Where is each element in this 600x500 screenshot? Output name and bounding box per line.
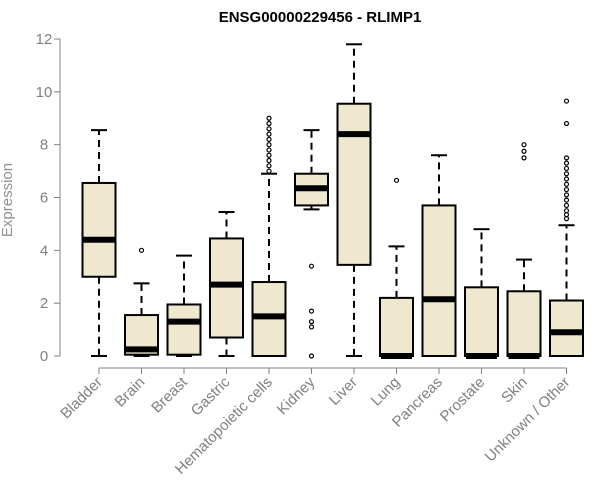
y-axis-label: Expression: [0, 163, 16, 237]
outlier-point: [563, 181, 570, 187]
outlier-point: [308, 308, 315, 314]
x-tick-label: Skin: [498, 374, 531, 407]
outlier-point: [308, 353, 315, 359]
box-pancreas: [421, 154, 457, 357]
outlier-point: [563, 192, 570, 198]
y-tick-label: 2: [40, 295, 48, 312]
y-tick-label: 8: [40, 137, 48, 154]
box-skin: [506, 142, 542, 359]
y-tick-label: 6: [40, 190, 48, 207]
outlier-point: [266, 136, 272, 142]
outlier-point: [308, 324, 315, 330]
box-kidney: [294, 129, 329, 359]
outlier-point: [521, 155, 527, 161]
box-body: [464, 286, 499, 358]
box-body: [421, 204, 457, 357]
outlier-point: [563, 208, 570, 214]
outlier-point: [266, 115, 272, 121]
outlier-point: [563, 176, 570, 182]
y-tick-label: 4: [40, 242, 48, 259]
box-body: [81, 181, 117, 278]
x-tick-label: Liver: [326, 374, 361, 409]
y-axis: 0 2 4 6 8 10 12: [36, 31, 61, 365]
outlier-point: [563, 165, 570, 172]
y-tick-label: 0: [40, 348, 48, 365]
x-tick-label: Breast: [148, 373, 191, 416]
box-series: [81, 43, 584, 359]
x-tick-label: Kidney: [274, 373, 319, 418]
outlier-point: [308, 319, 315, 325]
box-breast: [166, 254, 202, 357]
box-unknown-other: [549, 98, 584, 357]
box-body: [336, 102, 372, 266]
outlier-point: [266, 157, 272, 164]
box-hematopoietic-cells: [251, 115, 287, 357]
y-tick-label: 12: [36, 31, 53, 48]
x-tick-label: Brain: [112, 374, 149, 411]
box-body: [549, 299, 584, 357]
outlier-point: [563, 120, 570, 127]
outlier-point: [563, 160, 570, 166]
outlier-point: [266, 142, 272, 148]
box-body: [506, 290, 542, 358]
outlier-point: [266, 120, 272, 127]
box-liver: [336, 43, 372, 357]
outlier-point: [266, 147, 272, 153]
outlier-point: [563, 197, 570, 203]
outlier-point: [563, 171, 570, 177]
x-tick-label: Prostate: [437, 374, 489, 426]
outlier-point: [266, 131, 272, 137]
outlier-point: [266, 126, 272, 132]
outlier-point: [393, 177, 400, 183]
outlier-point: [521, 142, 527, 148]
outlier-point: [308, 263, 315, 269]
box-body: [209, 237, 244, 339]
x-tick-label: Lung: [368, 374, 404, 410]
box-prostate: [464, 228, 499, 359]
outlier-point: [563, 186, 570, 193]
box-body: [379, 296, 414, 357]
outlier-point: [563, 202, 570, 209]
outlier-point: [563, 155, 570, 161]
box-lung: [379, 177, 414, 359]
box-bladder: [81, 129, 117, 357]
outlier-point: [266, 163, 272, 169]
outlier-point: [563, 98, 570, 104]
outlier-point: [138, 247, 145, 253]
outlier-point: [266, 152, 272, 158]
box-brain: [124, 247, 159, 357]
outlier-point: [521, 148, 527, 154]
x-tick-label: Bladder: [57, 374, 106, 423]
box-body: [166, 303, 202, 356]
outlier-point: [266, 168, 272, 174]
y-tick-label: 10: [36, 84, 53, 101]
box-gastric: [209, 211, 244, 357]
chart-title: ENSG00000229456 - RLIMP1: [219, 9, 422, 26]
